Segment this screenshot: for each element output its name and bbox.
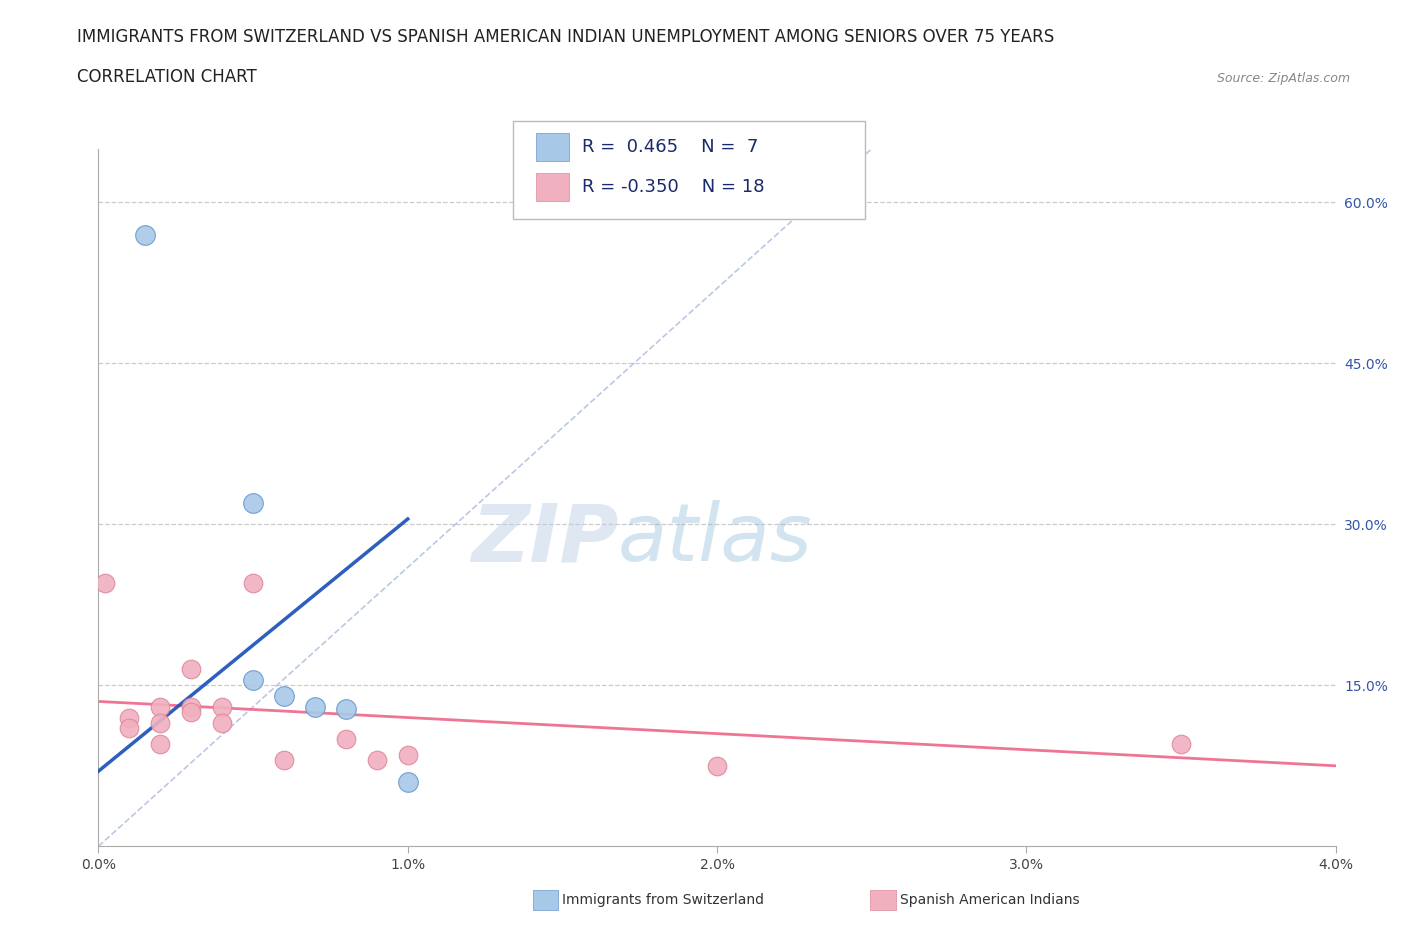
- Text: ZIP: ZIP: [471, 500, 619, 578]
- Point: [273, 688, 295, 703]
- Text: CORRELATION CHART: CORRELATION CHART: [77, 68, 257, 86]
- Point: [118, 721, 141, 736]
- Point: [211, 715, 233, 730]
- Text: R = -0.350    N = 18: R = -0.350 N = 18: [582, 178, 765, 196]
- Point: [1170, 737, 1192, 751]
- Point: [366, 753, 388, 768]
- Point: [180, 662, 202, 677]
- Point: [706, 758, 728, 773]
- Point: [118, 711, 141, 725]
- Point: [211, 699, 233, 714]
- Point: [149, 737, 172, 751]
- Point: [335, 732, 357, 747]
- Text: atlas: atlas: [619, 500, 813, 578]
- Point: [134, 227, 156, 242]
- Text: R =  0.465    N =  7: R = 0.465 N = 7: [582, 138, 758, 156]
- Text: Spanish American Indians: Spanish American Indians: [900, 893, 1080, 908]
- Point: [180, 705, 202, 720]
- Point: [242, 672, 264, 687]
- Point: [335, 701, 357, 716]
- Point: [242, 576, 264, 591]
- Point: [149, 715, 172, 730]
- Point: [273, 753, 295, 768]
- Point: [396, 775, 419, 790]
- Point: [242, 496, 264, 511]
- Point: [180, 699, 202, 714]
- Point: [93, 576, 115, 591]
- Point: [149, 699, 172, 714]
- Text: Immigrants from Switzerland: Immigrants from Switzerland: [562, 893, 765, 908]
- Text: Source: ZipAtlas.com: Source: ZipAtlas.com: [1216, 72, 1350, 85]
- Text: IMMIGRANTS FROM SWITZERLAND VS SPANISH AMERICAN INDIAN UNEMPLOYMENT AMONG SENIOR: IMMIGRANTS FROM SWITZERLAND VS SPANISH A…: [77, 28, 1054, 46]
- Point: [396, 748, 419, 763]
- Point: [304, 699, 326, 714]
